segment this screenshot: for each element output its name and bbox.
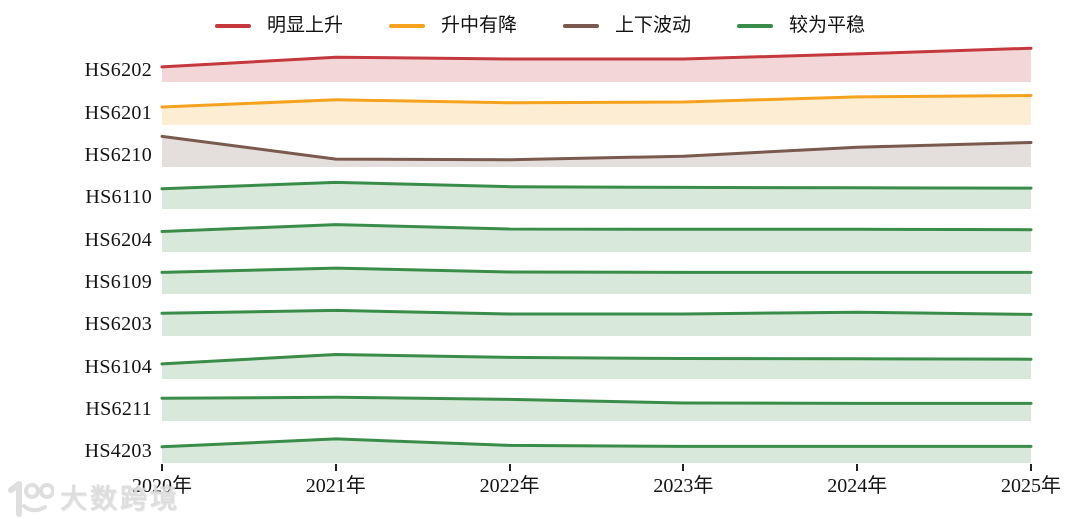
legend-label: 较为平稳 [789, 15, 866, 36]
legend-item-3[interactable]: 上下波动 [563, 16, 691, 35]
x-axis-label-5: 2024年 [827, 475, 888, 498]
x-axis-tick-5 [856, 464, 859, 472]
legend-label: 明显上升 [266, 15, 343, 36]
x-axis-tick-3 [508, 464, 511, 472]
watermark: 大数跨境 [6, 480, 180, 518]
legend-label: 升中有降 [440, 15, 517, 36]
legend-line-swatch [214, 23, 251, 28]
x-axis-label-6: 2025年 [1001, 475, 1061, 498]
legend-line-swatch [563, 23, 599, 28]
x-axis-tick-2 [334, 464, 337, 472]
x-axis-tick-6 [1030, 464, 1032, 472]
series-area-HS6202 [160, 46, 1033, 83]
watermark-brand-text: 大数跨境 [60, 483, 180, 514]
series-area-HS6110 [160, 181, 1033, 210]
x-axis-label-4: 2023年 [653, 475, 714, 498]
series-area-HS6211 [160, 395, 1033, 422]
x-axis-label-1: 2020年 [132, 475, 192, 498]
row-label-HS6203: HS6203 [84, 313, 152, 336]
series-area-HS4203 [160, 437, 1033, 464]
row-label-HS6109: HS6109 [84, 271, 152, 294]
row-label-HS6211: HS6211 [85, 398, 152, 421]
legend-line-swatch [388, 23, 425, 28]
row-label-HS6110: HS6110 [85, 186, 152, 209]
series-area-HS6104 [160, 352, 1033, 379]
series-area-HS6210 [160, 134, 1033, 167]
row-label-HS6104: HS6104 [84, 355, 152, 378]
row-label-HS6201: HS6201 [84, 101, 152, 124]
legend-item-4[interactable]: 较为平稳 [737, 16, 865, 35]
legend-item-2[interactable]: 升中有降 [388, 15, 517, 36]
series-area-HS6203 [160, 309, 1033, 337]
legend-label: 上下波动 [615, 15, 692, 36]
watermark-logo-icon [8, 481, 54, 517]
series-area-HS6204 [160, 222, 1033, 252]
x-axis-tick-4 [682, 464, 685, 472]
x-axis-label-2: 2021年 [305, 475, 366, 498]
row-label-HS4203: HS4203 [84, 440, 152, 463]
row-label-HS6210: HS6210 [84, 144, 152, 166]
legend-line-swatch [737, 23, 774, 28]
row-label-HS6204: HS6204 [84, 228, 152, 251]
x-axis-tick-1 [161, 464, 163, 472]
row-label-HS6202: HS6202 [84, 59, 152, 82]
chart-legend: 明显上升 升中有降 上下波动 较为平稳 [0, 16, 1080, 35]
series-area-HS6201 [160, 93, 1033, 125]
legend-item-1[interactable]: 明显上升 [214, 15, 343, 36]
series-area-HS6109 [160, 266, 1033, 295]
x-axis-label-3: 2022年 [479, 475, 540, 498]
